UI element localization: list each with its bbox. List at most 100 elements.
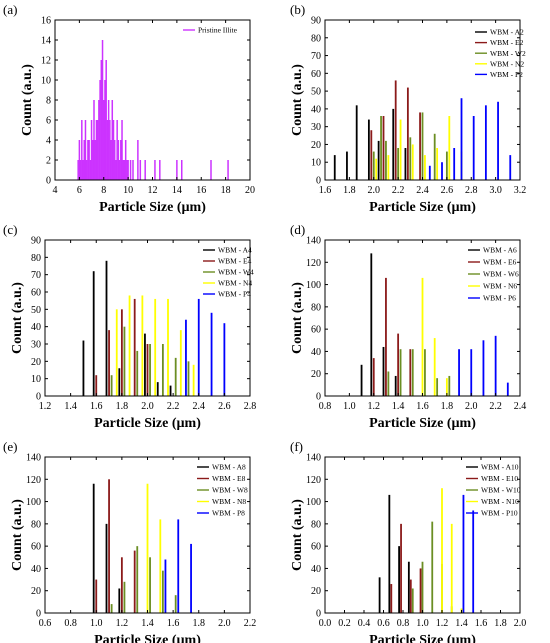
bar [210, 160, 212, 180]
bar [137, 140, 139, 180]
bar [144, 333, 146, 396]
legend-label: WBM - E2 [490, 38, 524, 47]
bar [82, 160, 84, 180]
bar [105, 523, 108, 613]
bar [382, 346, 385, 396]
bar [103, 100, 105, 180]
bar [139, 160, 142, 180]
x-tick-label: 2.4 [514, 401, 527, 412]
bar [380, 116, 382, 180]
bar [133, 550, 136, 613]
bar [95, 120, 98, 180]
y-tick-label: 2 [46, 156, 51, 167]
x-axis-label: Particle Size (µm) [369, 633, 476, 643]
bar [494, 335, 497, 396]
x-tick-label: 1.8 [193, 618, 206, 629]
bar [470, 349, 473, 396]
y-tick-label: 60 [31, 288, 41, 299]
y-tick-label: 60 [31, 542, 41, 553]
bar [120, 140, 122, 180]
bar [409, 579, 412, 613]
bar [394, 80, 397, 180]
bar [436, 148, 439, 180]
bar [433, 133, 436, 180]
bar [450, 523, 453, 613]
x-tick-label: 8 [101, 185, 106, 196]
bar [355, 105, 358, 180]
y-tick-label: 50 [31, 305, 41, 316]
bar [120, 309, 123, 396]
x-tick-label: 1.4 [455, 618, 468, 629]
bar [79, 160, 82, 180]
bar [105, 260, 108, 396]
y-tick-label: 8 [46, 96, 51, 107]
x-tick-label: 0.6 [377, 618, 390, 629]
bar [118, 588, 121, 613]
y-tick-label: 30 [311, 122, 321, 133]
y-tick-label: 120 [26, 475, 41, 486]
x-tick-label: 0.8 [397, 618, 410, 629]
bar [126, 160, 128, 180]
x-tick-label: 1.2 [368, 401, 381, 412]
chart-panel-6: 0.0 0.2 0.4 0.6 0.8 1.0 1.2 1.4 1.6 1.8 2.0 0 20 40 60… [290, 439, 526, 643]
bar [441, 162, 443, 180]
y-axis-label: Count (a.u.) [20, 64, 35, 136]
x-tick-label: 1.2 [39, 401, 52, 412]
x-tick-label: 16 [196, 185, 206, 196]
bar [482, 340, 485, 396]
bar [210, 312, 213, 396]
x-tick-label: 2.6 [441, 185, 454, 196]
bar [169, 385, 172, 396]
bar [149, 344, 151, 396]
bar [116, 120, 118, 180]
bar [462, 494, 465, 613]
y-tick-label: 20 [311, 586, 321, 597]
y-tick-label: 100 [306, 280, 321, 291]
bar [132, 160, 134, 180]
x-tick-label: 1.6 [319, 185, 332, 196]
bar [409, 349, 412, 396]
bar [411, 144, 414, 180]
y-tick-label: 40 [31, 564, 41, 575]
bar [115, 160, 117, 180]
y-tick-label: 20 [31, 586, 41, 597]
y-tick-label: 60 [311, 325, 321, 336]
x-tick-label: 2.0 [368, 185, 381, 196]
x-tick-label: 1.8 [441, 401, 454, 412]
bar [398, 546, 400, 613]
x-tick-label: 2.0 [514, 618, 527, 629]
y-tick-label: 14 [41, 36, 51, 47]
y-tick-label: 40 [311, 347, 321, 358]
legend-label: WBM - N10 [481, 497, 519, 506]
y-tick-label: 0 [36, 392, 41, 403]
y-tick-label: 70 [31, 270, 41, 281]
y-tick-label: 70 [311, 51, 321, 62]
y-tick-label: 10 [311, 158, 321, 169]
legend-label: WBM - W4 [218, 268, 254, 277]
y-tick-label: 140 [26, 453, 41, 464]
bar [375, 158, 378, 180]
bar [448, 375, 451, 396]
bar [428, 165, 431, 180]
bar [433, 338, 436, 396]
bar [385, 140, 387, 180]
bar [484, 105, 487, 180]
y-tick-label: 20 [311, 369, 321, 380]
y-axis-label: Count (a.u.) [290, 499, 305, 571]
bar [397, 333, 400, 396]
bar [177, 519, 180, 613]
bar [436, 378, 439, 396]
x-tick-label: 1.0 [416, 618, 429, 629]
x-tick-label: 2.2 [392, 185, 405, 196]
legend-label: WBM - E6 [483, 258, 517, 267]
bar [124, 140, 127, 180]
bar [421, 561, 424, 613]
bar [107, 100, 110, 180]
legend-label: WBM - P10 [481, 509, 518, 518]
bar [385, 277, 387, 396]
bar [227, 160, 229, 180]
legend-label: WBM - W10 [481, 486, 521, 495]
bar [99, 80, 101, 180]
bar [122, 160, 124, 180]
bar [346, 151, 348, 180]
